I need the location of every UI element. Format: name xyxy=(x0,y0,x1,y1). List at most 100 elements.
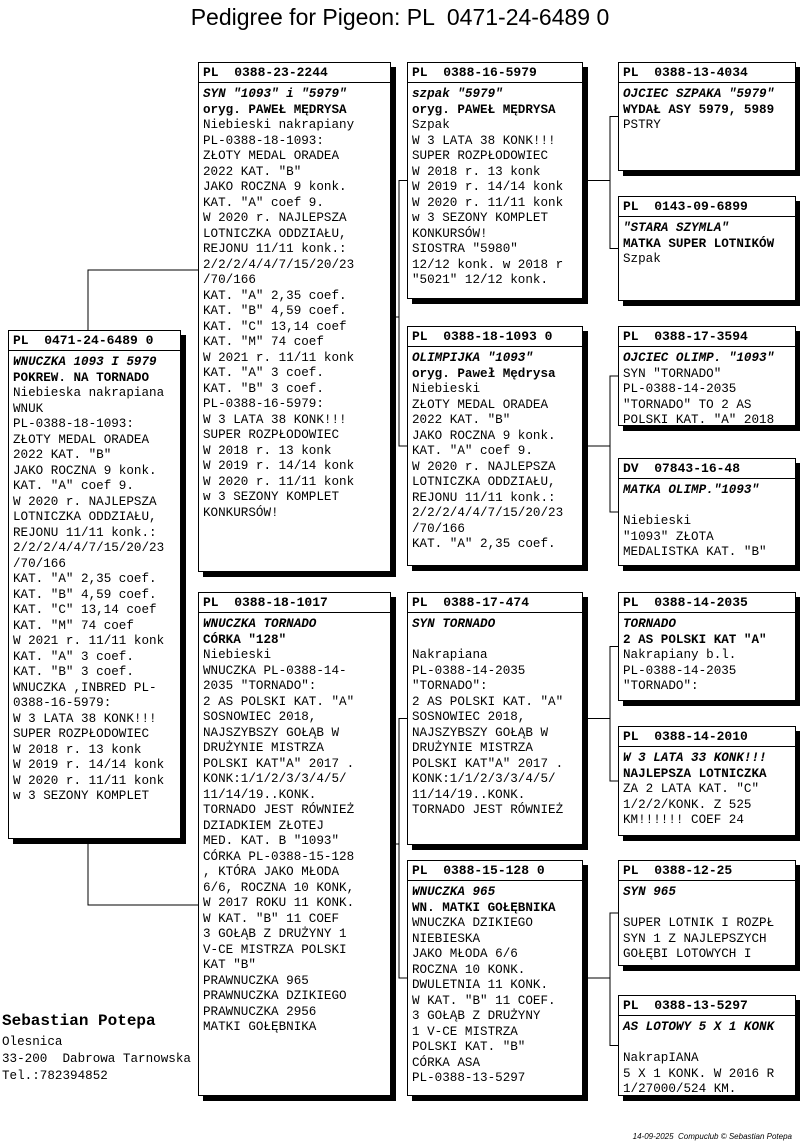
pigeon-line: oryg. PAWEŁ MĘDRYSA xyxy=(412,102,556,117)
pigeon-line: W 3 LATA 38 KONK!!! xyxy=(203,412,347,427)
pigeon-line: KAT. "A" coef 9. xyxy=(203,195,324,210)
pigeon-line: 0388-16-5979: xyxy=(13,696,112,710)
ring-number: DV 07843-16-48 xyxy=(619,459,795,479)
pigeon-line: 2/2/2/4/4/7/15/20/23 xyxy=(412,506,564,520)
pigeon-line: WNUCZKA DZIKIEGO xyxy=(412,916,533,930)
pigeon-line: MATKI GOŁĘBNIKA xyxy=(203,1020,317,1034)
pigeon-line: Nakrapiana xyxy=(412,648,488,662)
pigeon-line: JAKO ROCZNA 9 konk. xyxy=(203,180,347,194)
pigeon-line: W 2020 r. NAJLEPSZA xyxy=(13,494,157,509)
pigeon-line: AS LOTOWY 5 X 1 KONK xyxy=(623,1020,775,1034)
pigeon-line: 2035 "TORNADO": xyxy=(203,679,317,693)
pigeon-line: TORNADO xyxy=(623,617,676,631)
pigeon-box: PL 0388-18-1093 0 OLIMPIJKA "1093" oryg. P… xyxy=(407,326,583,566)
pigeon-line: 3 GOŁĄB Z DRUŻYNY xyxy=(412,1009,541,1023)
pigeon-line: WNUCZKA ,INBRED PL- xyxy=(13,680,157,695)
pigeon-line: REJONU 11/11 konk.: xyxy=(13,525,157,540)
pigeon-line: oryg. Paweł Mędrysa xyxy=(412,366,556,381)
pigeon-line: POKREW. NA TORNADO xyxy=(13,370,150,385)
pigeon-line: 5 X 1 KONK. W 2016 R xyxy=(623,1066,775,1081)
pigeon-line: ZŁOTY MEDAL ORADEA xyxy=(203,149,340,163)
pigeon-line: NAJLEPSZA LOTNICZKA xyxy=(623,766,767,781)
pigeon-line: 1/2/2/KONK. Z 525 xyxy=(623,797,752,812)
pigeon-line: Niebieska nakrapiana xyxy=(13,386,165,400)
pigeon-line: w 3 SEZONY KOMPLET xyxy=(13,789,150,803)
connector xyxy=(609,375,618,513)
pigeon-lines: "STARA SZYMLA" MATKA SUPER LOTNIKÓW Szpak xyxy=(619,217,795,268)
pigeon-line: LOTNICZKA ODDZIAŁU, xyxy=(203,226,347,241)
pigeon-line: NakrapIANA xyxy=(623,1051,699,1065)
pigeon-box: PL 0388-14-2035 TORNADO 2 AS POLSKI KAT "A… xyxy=(618,592,796,701)
pigeon-box: PL 0388-14-2010 W 3 LATA 33 KONK!!! NAJLEP… xyxy=(618,726,796,836)
pigeon-lines: SYN "1093" i "5979" oryg. PAWEŁ MĘDRYSA Ni… xyxy=(199,83,390,521)
pigeon-line: W 2019 r. 14/14 konk xyxy=(13,758,165,772)
pigeon-line: V-CE MISTRZA POLSKI xyxy=(203,942,347,957)
pigeon-line: POLSKI KAT"A" 2017 . xyxy=(203,756,355,771)
ring-number: PL 0388-16-5979 xyxy=(408,63,582,83)
pigeon-line: WNUCZKA PL-0388-14- xyxy=(203,663,347,678)
ring-number: PL 0388-17-3594 xyxy=(619,327,795,347)
pigeon-line: CÓRKA PL-0388-15-128 xyxy=(203,849,355,864)
pigeon-lines: WNUCZKA 1093 I 5979 POKREW. NA TORNADO Nie… xyxy=(9,351,180,805)
pigeon-line: SYN 965 xyxy=(623,885,676,899)
pigeon-line: oryg. PAWEŁ MĘDRYSA xyxy=(203,102,347,117)
ring-number: PL 0143-09-6899 xyxy=(619,197,795,217)
pigeon-box: PL 0471-24-6489 0 WNUCZKA 1093 I 5979 POKR… xyxy=(8,330,181,839)
ring-number: PL 0388-18-1017 xyxy=(199,593,390,613)
ring-number: PL 0388-23-2244 xyxy=(199,63,390,83)
pigeon-line: PL-0388-14-2035 xyxy=(623,382,737,396)
pigeon-line: W 2019 r. 14/14 konk xyxy=(412,180,564,194)
pigeon-line: PRAWNUCZKA 965 xyxy=(203,973,309,988)
pigeon-line: 6/6, ROCZNA 10 KONK, xyxy=(203,880,355,895)
ring-number: PL 0388-18-1093 0 xyxy=(408,327,582,347)
pigeon-line: WNUK xyxy=(13,401,44,416)
pigeon-line: SUPER ROZPŁODOWIEC xyxy=(203,428,340,442)
pigeon-line: KAT. "A" 2,35 coef. xyxy=(13,572,157,586)
pigeon-line: Niebieski xyxy=(412,382,481,396)
pigeon-line: KAT. "M" 74 coef xyxy=(203,335,324,349)
pigeon-line: ROCZNA 10 KONK. xyxy=(412,962,526,977)
pigeon-line: REJONU 11/11 konk.: xyxy=(412,490,556,505)
pigeon-line: ZA 2 LATA KAT. "C" xyxy=(623,782,760,796)
pigeon-lines: OJCIEC OLIMP. "1093" SYN "TORNADO" PL-0388… xyxy=(619,347,795,425)
pigeon-line: WN. MATKI GOŁĘBNIKA xyxy=(412,900,556,915)
pigeon-line: 2/2/2/4/4/7/15/20/23 xyxy=(203,257,355,272)
pigeon-line: W 2021 r. 11/11 konk xyxy=(203,350,355,365)
pigeon-line: KAT. "M" 74 coef xyxy=(13,618,134,633)
pigeon-line: PL-0388-13-5297 xyxy=(412,1071,526,1085)
pigeon-line: CÓRKA "128" xyxy=(203,632,287,647)
pigeon-line: 2 AS POLSKI KAT. "A" xyxy=(203,694,355,709)
pigeon-line: PRAWNUCZKA DZIKIEGO xyxy=(203,989,347,1003)
pigeon-line: PL-0388-14-2035 xyxy=(412,663,526,678)
pigeon-lines: OJCIEC SZPAKA "5979" WYDAŁ ASY 5979, 5989… xyxy=(619,83,795,134)
pigeon-line: W KAT. "B" 11 COEF xyxy=(203,911,340,926)
pigeon-line: 12/12 konk. w 2018 r xyxy=(412,257,564,272)
pigeon-line: PL-0388-18-1093: xyxy=(13,417,134,431)
pigeon-line: POLSKI KAT"A" 2017 . xyxy=(412,756,564,771)
pigeon-line: 3 GOŁĄB Z DRUŻYNY 1 xyxy=(203,927,347,941)
ring-number: PL 0388-13-4034 xyxy=(619,63,795,83)
pigeon-lines: TORNADO 2 AS POLSKI KAT "A" Nakrapiany b.l… xyxy=(619,613,795,695)
pigeon-line: JAKO ROCZNA 9 konk. xyxy=(13,463,157,478)
pigeon-line: DWULETNIA 11 KONK. xyxy=(412,978,549,992)
pigeon-line: W 2019 r. 14/14 konk xyxy=(203,459,355,473)
pigeon-box: PL 0388-17-3594 OJCIEC OLIMP. "1093" SYN "… xyxy=(618,326,796,426)
pigeon-line: W 2020 r. 11/11 konk xyxy=(412,195,564,210)
connector xyxy=(87,269,198,330)
pigeon-line: 1/27000/524 KM. xyxy=(623,1082,737,1096)
pigeon-line: KM!!!!!! COEF 24 xyxy=(623,813,744,827)
pigeon-line: W 3 LATA 38 KONK!!! xyxy=(412,133,556,148)
pigeon-box: PL 0388-17-474 SYN TORNADO Nakrapiana PL-03… xyxy=(407,592,583,845)
pigeon-line: /70/166 xyxy=(203,273,256,287)
pigeon-line: KAT. "B" 3 coef. xyxy=(203,381,324,396)
ring-number: PL 0388-13-5297 xyxy=(619,996,795,1016)
pigeon-line: OJCIEC OLIMP. "1093" xyxy=(623,351,775,365)
pigeon-line: "1093" ZŁOTA xyxy=(623,529,714,544)
pigeon-line: KAT. "A" coef 9. xyxy=(412,444,533,458)
pigeon-line: SUPER ROZPŁODOWIEC xyxy=(13,727,150,741)
pigeon-line: "TORNADO": xyxy=(412,679,488,693)
pigeon-lines: MATKA OLIMP."1093" Niebieski "1093" ZŁOTA M… xyxy=(619,479,795,561)
connector xyxy=(87,839,198,906)
pigeon-line: SUPER ROZPŁODOWIEC xyxy=(412,149,549,163)
